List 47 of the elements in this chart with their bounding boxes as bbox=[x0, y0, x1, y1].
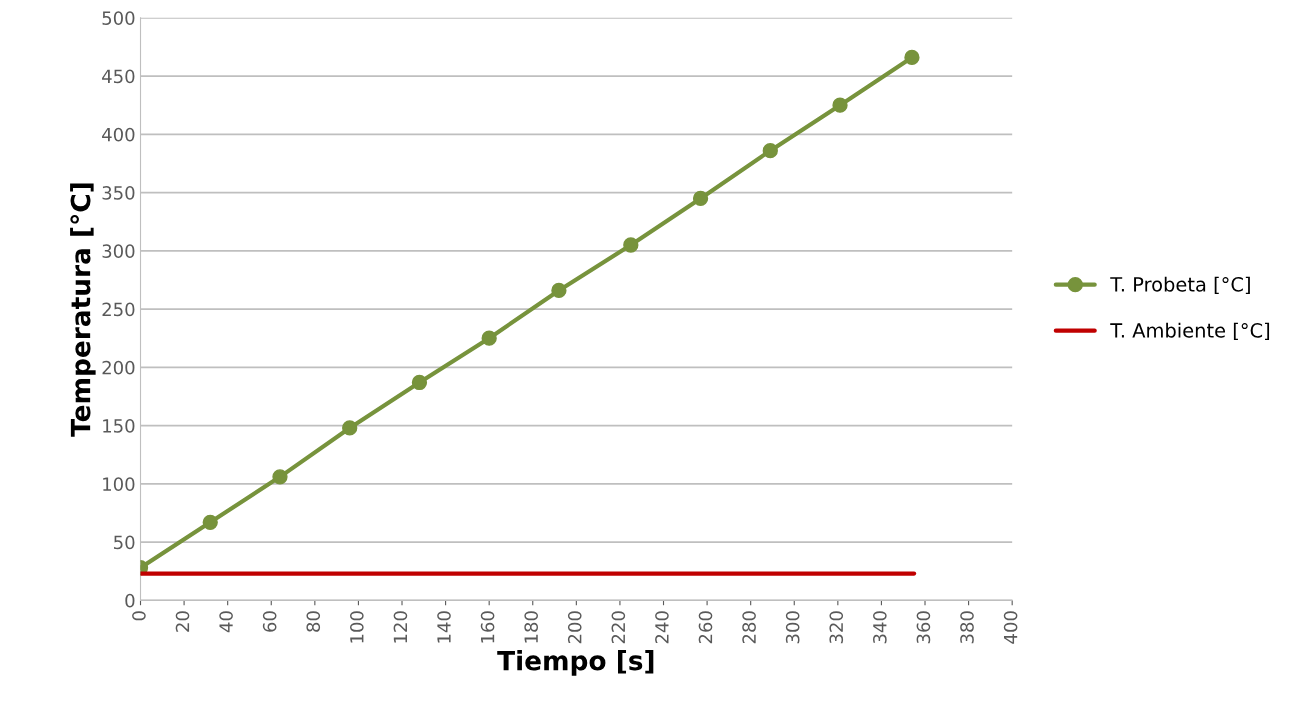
x-tick-label: 340 bbox=[873, 611, 887, 644]
y-axis-title: Temperatura [°C] bbox=[70, 183, 96, 437]
x-tick-label: 160 bbox=[480, 611, 495, 643]
x-tick-label: 40 bbox=[219, 611, 233, 633]
x-tick-label: 240 bbox=[655, 611, 669, 644]
y-tick-label: 350 bbox=[102, 186, 135, 200]
y-tick-label: 100 bbox=[103, 477, 135, 491]
x-tick-label: 60 bbox=[262, 611, 277, 632]
x-tick-label: 260 bbox=[698, 611, 713, 644]
y-tick-label: 0 bbox=[125, 593, 135, 608]
legend-label: T. Probeta [°C] bbox=[1110, 276, 1250, 294]
point bbox=[342, 420, 358, 436]
x-axis-title: Tiempo [s] bbox=[497, 650, 654, 676]
x-tick-label: 300 bbox=[785, 611, 800, 644]
point bbox=[272, 469, 288, 485]
x-tick-label: 200 bbox=[567, 611, 582, 644]
x-tick-label: 100 bbox=[350, 611, 364, 643]
point bbox=[762, 143, 778, 159]
y-tick-label: 150 bbox=[103, 419, 135, 433]
x-tick-label: 120 bbox=[393, 611, 408, 643]
legend-label: T. Ambiente [°C] bbox=[1110, 322, 1270, 341]
x-tick-label: 380 bbox=[960, 611, 974, 644]
point bbox=[692, 190, 709, 207]
x-tick-label: 140 bbox=[437, 611, 451, 643]
point bbox=[551, 282, 567, 299]
x-tick-label: 180 bbox=[524, 611, 538, 643]
y-tick-label: 400 bbox=[102, 127, 135, 142]
x-tick-label: 0 bbox=[132, 611, 146, 621]
point bbox=[623, 237, 639, 253]
y-tick-label: 200 bbox=[102, 360, 135, 375]
x-tick-label: 220 bbox=[611, 611, 626, 644]
y-tick-label: 250 bbox=[102, 302, 135, 317]
x-tick-label: 400 bbox=[1003, 611, 1018, 644]
point bbox=[411, 374, 428, 391]
y-tick-label: 300 bbox=[102, 244, 135, 258]
x-tick-label: 80 bbox=[306, 611, 321, 632]
point bbox=[481, 330, 497, 346]
y-tick-label: 50 bbox=[114, 535, 135, 550]
point bbox=[202, 514, 218, 530]
y-tick-label: 500 bbox=[102, 11, 135, 25]
x-tick-label: 280 bbox=[742, 611, 756, 644]
point bbox=[904, 49, 920, 66]
x-tick-label: 360 bbox=[916, 611, 931, 644]
x-tick-label: 20 bbox=[175, 611, 190, 632]
x-tick-label: 320 bbox=[829, 611, 844, 644]
y-tick-label: 450 bbox=[102, 69, 135, 84]
point bbox=[832, 97, 848, 113]
